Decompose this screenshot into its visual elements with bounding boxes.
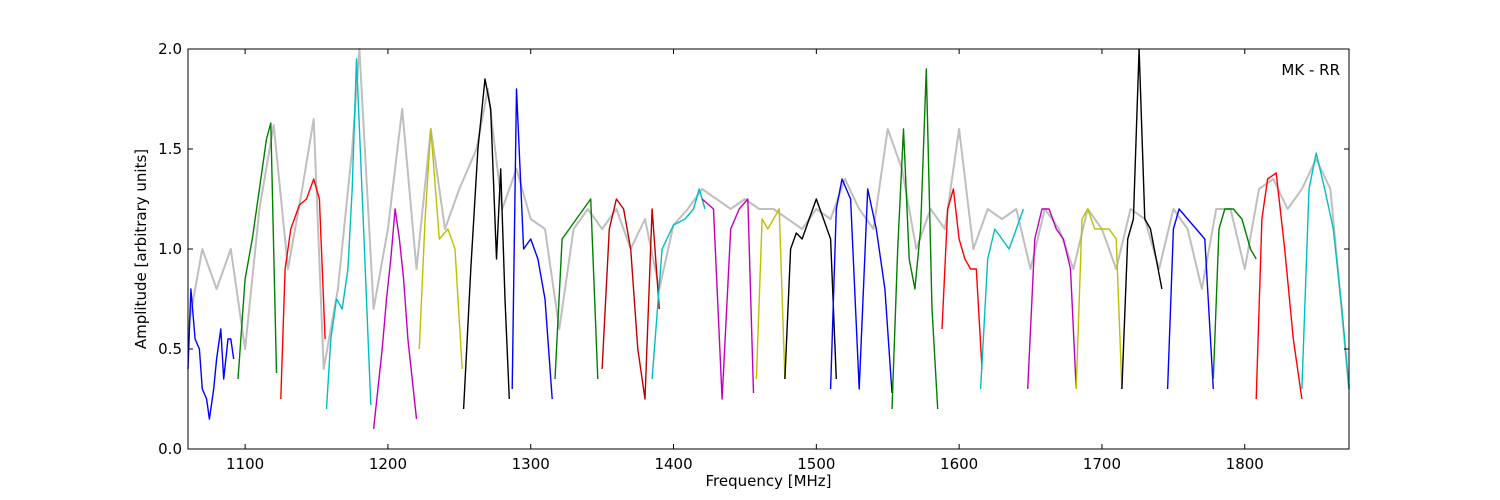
series-line-25 bbox=[1301, 152, 1350, 390]
x-tick-label: 1100 bbox=[226, 455, 264, 473]
series-line-13 bbox=[755, 208, 786, 380]
background-series-layer bbox=[187, 48, 1350, 390]
x-axis-ticks: 1100 1200 1300 1400 1500 1600 1700 1800 bbox=[226, 49, 1264, 473]
series-line-17 bbox=[941, 188, 983, 370]
x-tick-label: 1600 bbox=[940, 455, 978, 473]
series-line-2 bbox=[237, 122, 278, 380]
series-line-4 bbox=[325, 58, 372, 410]
series-line-6 bbox=[418, 128, 463, 370]
series-line-22 bbox=[1166, 208, 1214, 390]
series-line-3 bbox=[280, 178, 326, 400]
y-tick-label: 1.5 bbox=[158, 140, 182, 158]
series-line-19 bbox=[1027, 208, 1077, 390]
series-line-11 bbox=[651, 188, 706, 380]
x-tick-label: 1300 bbox=[512, 455, 550, 473]
series-line-1 bbox=[187, 288, 235, 420]
x-tick-label: 1800 bbox=[1226, 455, 1264, 473]
x-tick-label: 1200 bbox=[369, 455, 407, 473]
series-line-24 bbox=[1255, 172, 1303, 400]
series-line-23 bbox=[1212, 208, 1257, 380]
series-line-9 bbox=[554, 198, 599, 380]
series-line-12 bbox=[701, 198, 755, 400]
chart-annotation: MK - RR bbox=[1281, 61, 1340, 79]
series-line-16 bbox=[891, 68, 939, 410]
background-series-line bbox=[187, 48, 1350, 390]
series-line-14 bbox=[784, 198, 837, 380]
series-line-20 bbox=[1075, 208, 1123, 390]
series-line-18 bbox=[979, 208, 1025, 390]
series-line-15 bbox=[829, 178, 893, 394]
series-line-5 bbox=[372, 208, 418, 430]
y-tick-label: 0.0 bbox=[158, 440, 182, 458]
x-tick-label: 1500 bbox=[797, 455, 835, 473]
series-line-8 bbox=[511, 88, 553, 400]
x-tick-label: 1400 bbox=[654, 455, 692, 473]
series-line-10 bbox=[601, 198, 660, 400]
series-line-7 bbox=[462, 78, 510, 410]
y-axis-ticks: 0.0 0.5 1.0 1.5 2.0 bbox=[158, 40, 1349, 458]
y-tick-label: 0.5 bbox=[158, 340, 182, 358]
series-line-21 bbox=[1121, 48, 1163, 390]
x-tick-label: 1700 bbox=[1083, 455, 1121, 473]
x-axis-label: Frequency [MHz] bbox=[705, 472, 831, 490]
y-tick-label: 2.0 bbox=[158, 40, 182, 58]
y-axis-label: Amplitude [arbitrary units] bbox=[132, 149, 150, 349]
series-layer bbox=[187, 48, 1350, 430]
y-tick-label: 1.0 bbox=[158, 240, 182, 258]
